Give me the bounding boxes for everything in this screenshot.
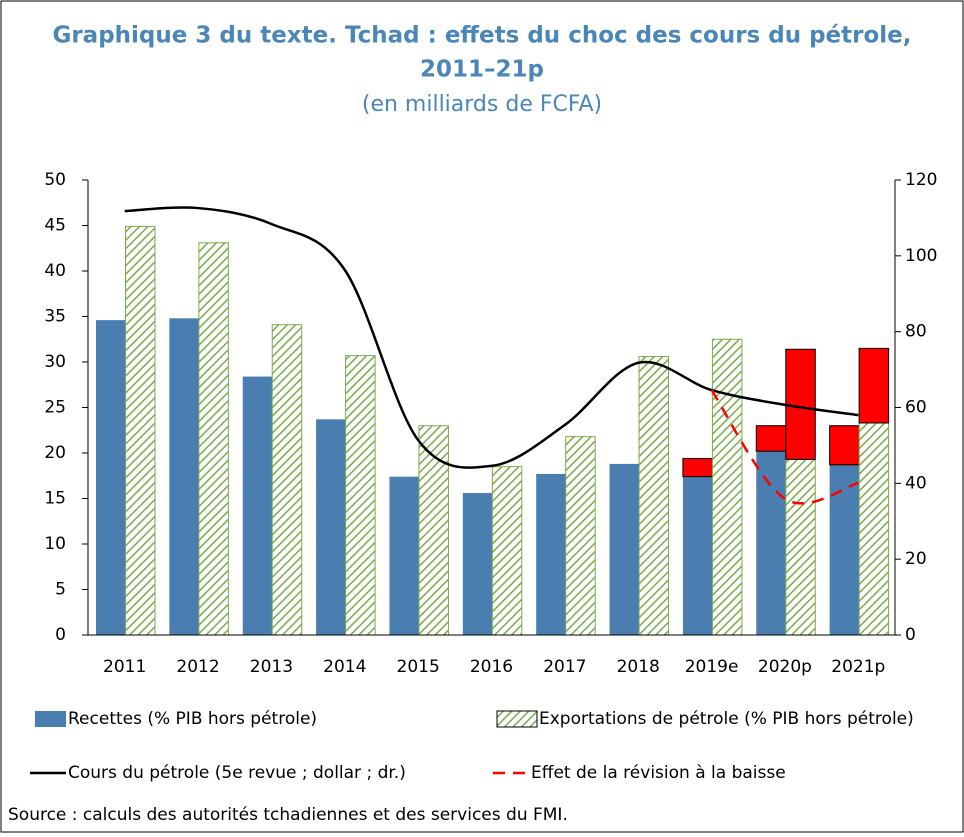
x-tick-label: 2019e <box>685 657 739 677</box>
chart-subtitle: (en milliards de FCFA) <box>362 92 602 117</box>
bar <box>682 476 713 635</box>
bar <box>785 458 816 636</box>
bar <box>125 225 156 636</box>
bar <box>345 355 376 636</box>
bar <box>711 338 743 636</box>
y2-tick-label: 60 <box>905 398 927 418</box>
bar <box>169 318 199 635</box>
legend-label: Effet de la révision à la baisse <box>531 763 786 783</box>
y-tick-label: 35 <box>44 307 66 327</box>
bar <box>638 356 670 636</box>
y2-tick-label: 120 <box>905 170 937 190</box>
x-tick-label: 2013 <box>250 657 293 677</box>
revision-bar <box>829 425 860 466</box>
legend-swatch <box>496 710 538 728</box>
bar <box>271 324 303 636</box>
bar <box>316 419 346 635</box>
y-tick-label: 30 <box>44 352 66 372</box>
y-tick-label: 25 <box>44 398 66 418</box>
y-tick-label: 5 <box>55 580 66 600</box>
chart-title: Graphique 3 du texte. Tchad : effets du … <box>52 23 911 49</box>
revision-bar <box>755 425 787 452</box>
x-tick-label: 2011 <box>103 657 146 677</box>
y-tick-label: 40 <box>44 261 66 281</box>
x-tick-label: 2020p <box>758 657 812 677</box>
bar <box>756 451 786 635</box>
x-tick-label: 2012 <box>176 657 219 677</box>
source-note: Source : calculs des autorités tchadienn… <box>8 805 568 825</box>
revision-bar <box>858 347 890 424</box>
y2-tick-label: 0 <box>905 625 916 645</box>
y-tick-label: 45 <box>44 216 66 236</box>
y-tick-label: 15 <box>44 489 66 509</box>
bar <box>491 466 523 636</box>
x-tick-label: 2018 <box>617 657 660 677</box>
bar <box>462 493 493 635</box>
y-tick-label: 10 <box>44 534 66 554</box>
bar <box>96 320 126 635</box>
y-tick-label: 20 <box>44 443 66 463</box>
legend-label: Exportations de pétrole (% PIB hors pétr… <box>539 709 914 729</box>
x-tick-label: 2017 <box>543 657 586 677</box>
y-tick-label: 50 <box>44 170 66 190</box>
y2-tick-label: 80 <box>905 322 927 342</box>
legend-label: Recettes (% PIB hors pétrole) <box>68 709 317 729</box>
bar <box>609 463 640 635</box>
x-tick-label: 2015 <box>397 657 440 677</box>
x-tick-label: 2014 <box>323 657 366 677</box>
legend-label: Cours du pétrole (5e revue ; dollar ; dr… <box>68 763 406 783</box>
legend-swatch <box>35 711 66 727</box>
y2-tick-label: 20 <box>905 549 927 569</box>
bar <box>418 425 449 636</box>
bar <box>565 436 596 636</box>
bar <box>829 464 860 635</box>
line <box>710 389 859 505</box>
y2-tick-label: 100 <box>905 246 937 266</box>
revision-bar <box>682 457 713 478</box>
bar <box>536 473 566 635</box>
bar <box>858 422 890 636</box>
bar <box>389 476 419 635</box>
x-tick-label: 2016 <box>470 657 513 677</box>
y2-tick-label: 40 <box>905 473 927 493</box>
bar <box>198 242 229 636</box>
revision-bar <box>785 348 816 460</box>
bar <box>242 376 273 635</box>
chart-title: 2011–21p <box>420 57 544 83</box>
x-tick-label: 2021p <box>831 657 885 677</box>
line <box>124 206 859 469</box>
y-tick-label: 0 <box>55 625 66 645</box>
